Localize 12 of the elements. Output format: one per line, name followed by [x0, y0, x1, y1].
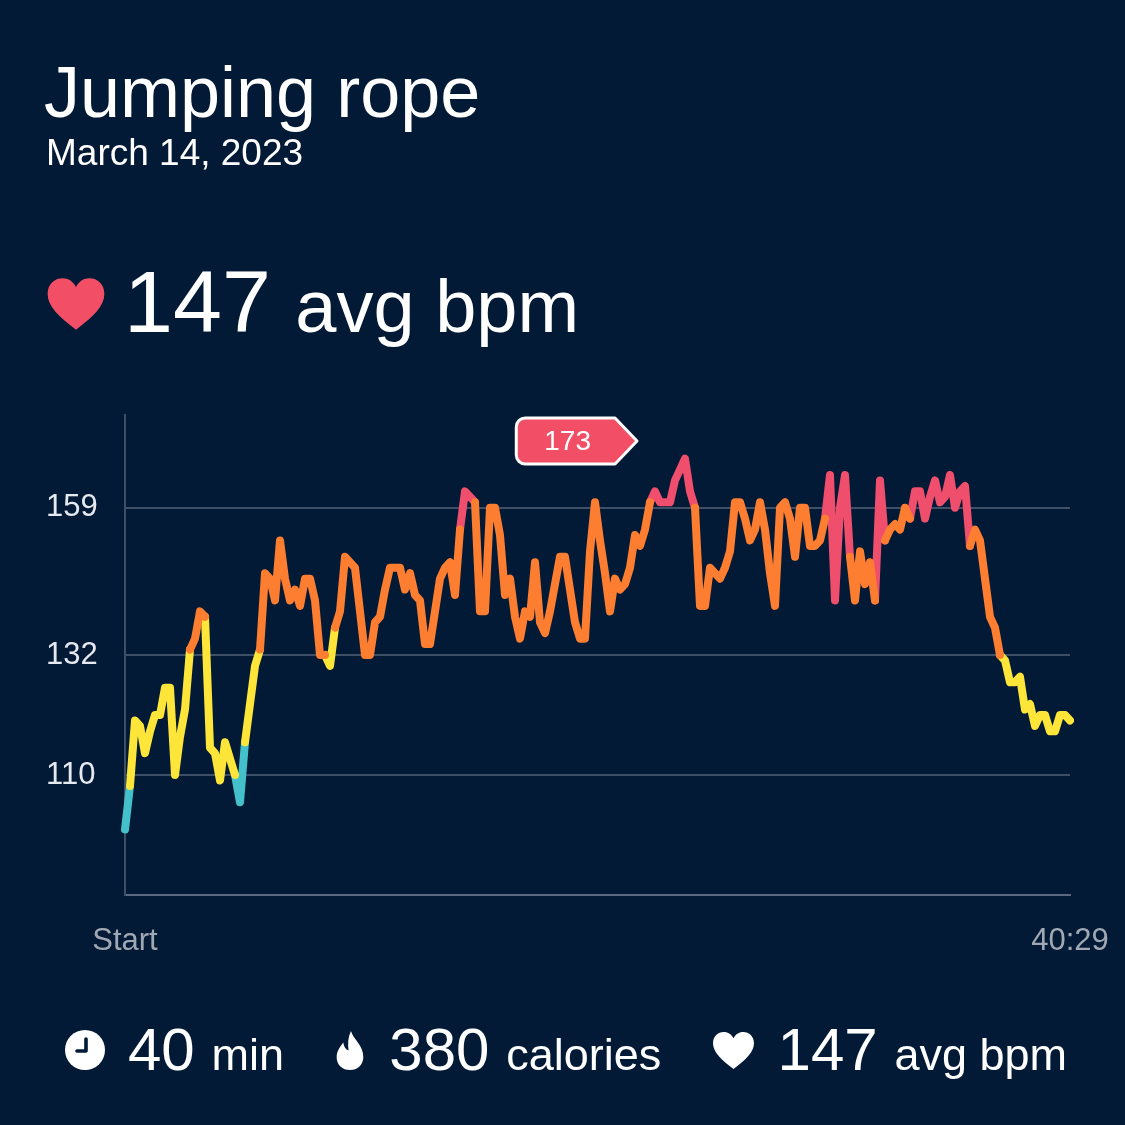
text: 380 calories: [389, 1016, 662, 1083]
chart-subtitle: March 14, 2023: [46, 132, 304, 173]
text: 147 avg bpm: [124, 252, 580, 351]
chart-title: Jumping rope: [44, 52, 481, 132]
y-tick-label: 110: [46, 755, 96, 791]
x-tick-label: 40:29: [1031, 922, 1109, 958]
annotation: 173: [544, 424, 591, 456]
y-tick-label: 159: [46, 488, 98, 524]
text: 147 avg bpm: [777, 1016, 1067, 1083]
y-tick-label: 132: [46, 635, 98, 671]
text: 40 min: [128, 1016, 284, 1083]
x-tick-label: Start: [92, 922, 159, 958]
